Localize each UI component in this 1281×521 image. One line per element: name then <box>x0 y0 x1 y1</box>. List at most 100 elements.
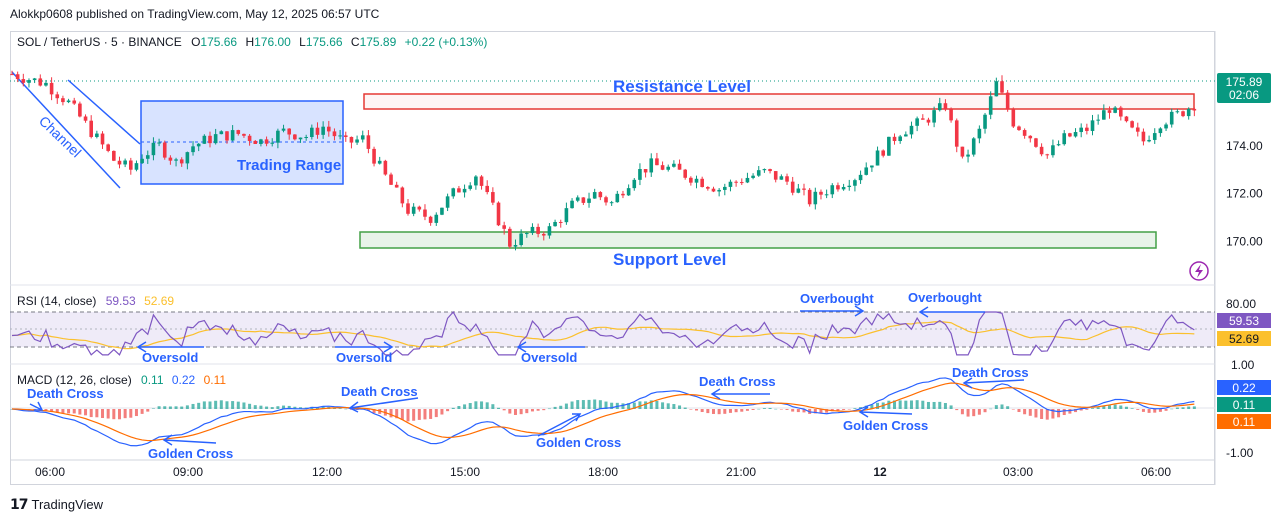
candle-body <box>259 139 263 144</box>
macd-hist-bar <box>50 409 54 412</box>
macd-hist-bar <box>610 402 614 409</box>
candle-body <box>230 130 235 141</box>
macd-hist-bar <box>559 405 563 409</box>
candle-body <box>406 203 410 214</box>
macd-hist-bar <box>180 406 184 409</box>
candle-body <box>38 78 43 86</box>
macd-hist-bar <box>943 403 947 409</box>
macd-hist-bar <box>242 402 246 409</box>
candle-body <box>332 131 337 137</box>
macd-hist-bar <box>1164 409 1168 411</box>
candle-body <box>677 163 682 170</box>
candle-body <box>1186 108 1191 117</box>
candle-body <box>717 189 721 192</box>
candle-body <box>310 127 314 138</box>
macd-legend[interactable]: MACD (12, 26, close) 0.11 0.22 0.11 <box>17 373 226 387</box>
candle-body <box>66 100 71 103</box>
candle-body <box>1068 133 1072 137</box>
macd-hist-bar <box>774 408 778 410</box>
macd-hist-bar <box>208 401 212 409</box>
tradingview-brand[interactable]: 𝟭𝟳 TradingView <box>10 496 103 513</box>
candle-body <box>581 197 586 203</box>
candle-body <box>400 187 405 204</box>
macd-hist-bar <box>366 409 370 411</box>
macd-hist-bar <box>604 401 608 409</box>
macd-hist-bar <box>457 406 461 409</box>
macd-hist-bar <box>1000 404 1004 409</box>
candle-body <box>112 150 116 161</box>
candle-body <box>508 228 512 247</box>
macd-hist-bar <box>644 401 648 409</box>
overbought-label-1: Overbought <box>800 291 874 306</box>
candle-body <box>802 188 806 190</box>
candle-body <box>1073 132 1078 137</box>
macd-hist-bar <box>508 409 512 414</box>
macd-hist-bar <box>513 409 517 415</box>
candle-body <box>553 221 557 227</box>
macd-hist-bar <box>683 407 687 409</box>
candle-body <box>1107 110 1112 113</box>
candle-body <box>145 155 150 159</box>
macd-hist-bar <box>423 409 427 420</box>
rsi-ma-tag-box <box>1217 331 1271 346</box>
candle-body <box>491 192 495 203</box>
rsi-legend[interactable]: RSI (14, close) 59.53 52.69 <box>17 294 174 308</box>
price-candles[interactable] <box>10 70 1197 251</box>
candle-body <box>1034 138 1038 147</box>
alert-bolt-icon[interactable] <box>1189 261 1209 281</box>
macd-hist-bar <box>547 408 551 410</box>
candle-body <box>417 206 422 210</box>
macd-hist-bar <box>1040 409 1044 420</box>
macd-hist-bar <box>723 409 727 414</box>
price-axis-ticks: 174.00 172.00 170.00 <box>1226 139 1263 249</box>
macd-hist-bar <box>44 409 48 411</box>
macd-hist-bar <box>1141 409 1145 412</box>
macd-tick-bottom: -1.00 <box>1226 446 1254 460</box>
macd-hist-bar <box>700 409 704 413</box>
candle-body <box>785 176 789 182</box>
macd-hist-bar <box>796 409 800 413</box>
signal-line <box>11 382 1195 442</box>
candle-body <box>711 188 716 192</box>
death-cross-label-4: Death Cross <box>952 365 1029 380</box>
time-tick-8: 06:00 <box>1141 465 1171 479</box>
candle-body <box>864 167 869 175</box>
candle-body <box>157 142 161 144</box>
macd-hist-bar <box>400 409 404 420</box>
macd-hist-bar <box>236 401 240 409</box>
macd-hist-bar <box>904 400 908 409</box>
candle-body <box>949 109 953 121</box>
macd-hist-bar <box>876 402 880 409</box>
candle-body <box>360 135 365 140</box>
candle-body <box>242 133 246 136</box>
candle-body <box>790 181 795 193</box>
candle-body <box>547 226 552 236</box>
candle-body <box>55 94 60 99</box>
macd-hist-bar <box>711 409 715 414</box>
support-zone[interactable] <box>359 231 1157 249</box>
price-tag-box <box>1217 73 1271 103</box>
macd-hist-bar <box>728 409 732 413</box>
macd-hist-bar <box>231 401 235 409</box>
channel-lower-line[interactable] <box>11 71 121 189</box>
macd-hist-bar <box>825 409 829 413</box>
candle-body <box>185 152 190 164</box>
resistance-label: Resistance Level <box>613 77 751 96</box>
macd-hist-bar <box>434 409 438 418</box>
macd-hist-bar <box>1187 406 1191 409</box>
symbol-legend[interactable]: SOL / TetherUS · 5 · BINANCE O175.66 H17… <box>17 35 487 49</box>
macd-hist-bar <box>983 409 987 413</box>
candle-body <box>1169 111 1174 125</box>
time-axis-ticks: 06:00 09:00 12:00 15:00 18:00 21:00 12 03:00 06:… <box>35 465 1171 479</box>
macd-hist-bar <box>253 405 257 409</box>
macd-hist-bar <box>451 407 455 409</box>
macd-legend-macd: 0.22 <box>172 373 196 387</box>
macd-hist-bar <box>751 409 755 410</box>
macd-hist-bar <box>666 403 670 409</box>
candle-body <box>151 142 156 156</box>
channel-upper-line[interactable] <box>67 79 141 145</box>
resistance-zone[interactable] <box>363 93 1195 110</box>
candle-body <box>264 139 269 144</box>
macd-hist-bar <box>587 399 591 409</box>
